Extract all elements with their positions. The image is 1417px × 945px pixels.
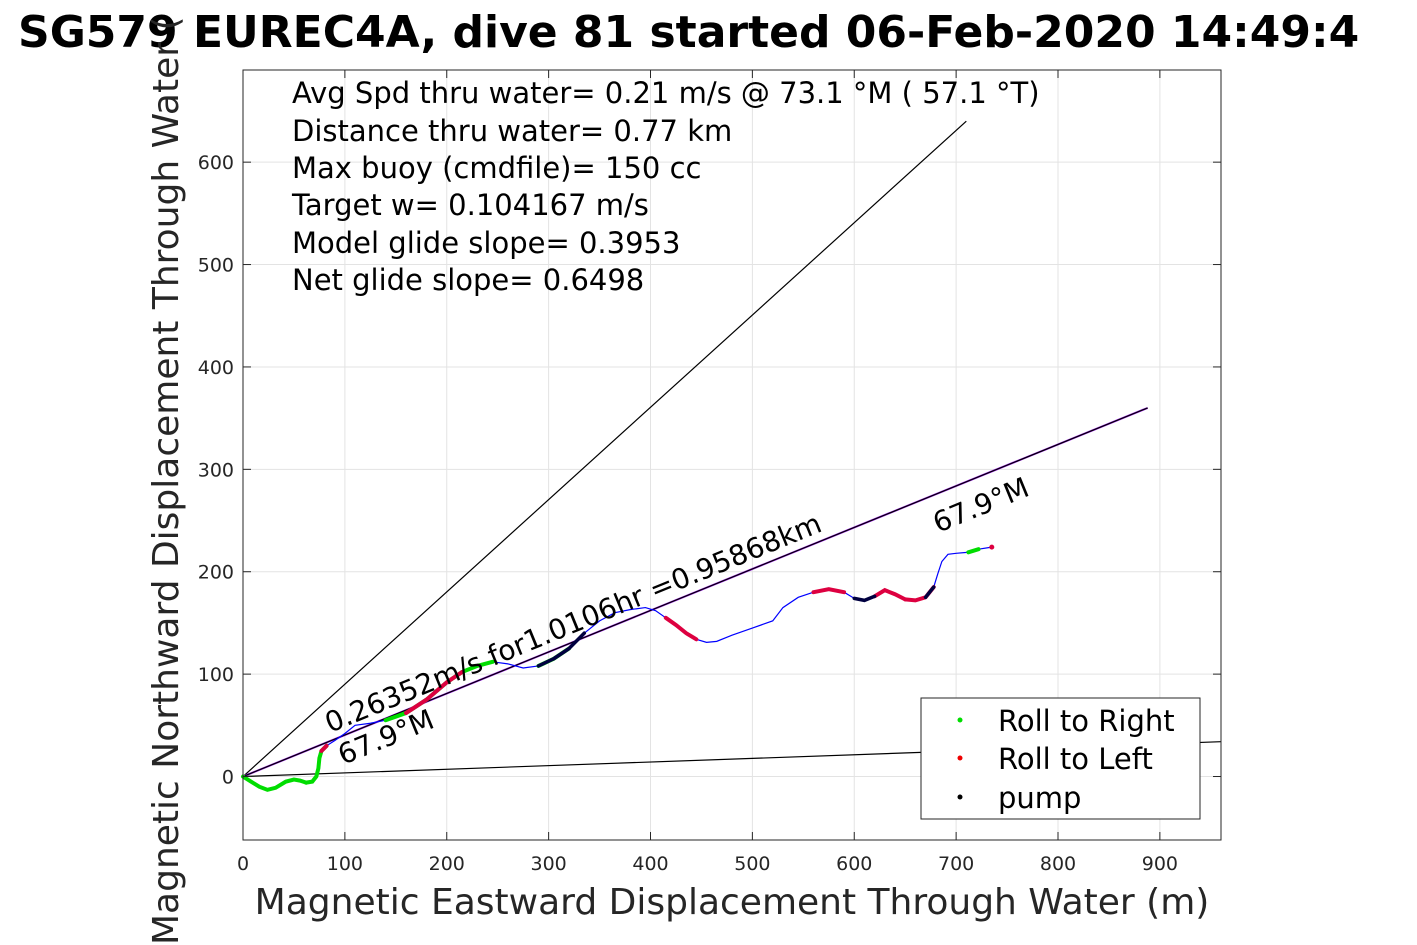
pump-marker: [852, 594, 877, 603]
x-tick-label: 500: [734, 853, 770, 875]
roll-left-marker: [989, 544, 995, 550]
x-tick-label: 300: [530, 853, 566, 875]
legend-marker-roll-left: [957, 755, 963, 761]
stat-target-w: Target w= 0.104167 m/s: [291, 188, 649, 222]
stat-distance: Distance thru water= 0.77 km: [292, 114, 732, 148]
roll-right-marker: [241, 774, 309, 792]
pump-marker: [923, 585, 936, 600]
roll-right-marker: [966, 547, 981, 555]
y-axis-title: Magnetic Northward Displacement Through …: [146, 16, 187, 945]
x-tick-label: 0: [237, 853, 249, 875]
x-tick-label: 600: [836, 853, 872, 875]
x-axis-title: Magnetic Eastward Displacement Through W…: [255, 882, 1210, 923]
stat-avg-speed: Avg Spd thru water= 0.21 m/s @ 73.1 °M (…: [292, 76, 1040, 110]
roll-left-marker: [872, 587, 908, 602]
x-tick-label: 100: [327, 853, 363, 875]
stat-net-glide: Net glide slope= 0.6498: [292, 263, 644, 297]
x-tick-label: 200: [429, 853, 465, 875]
stat-max-buoy: Max buoy (cmdfile)= 150 cc: [292, 151, 701, 185]
legend-label-pump: pump: [998, 781, 1081, 815]
y-tick-label: 200: [198, 562, 234, 584]
x-tick-label: 400: [632, 853, 668, 875]
stat-model-glide: Model glide slope= 0.3953: [292, 226, 680, 260]
ref-line-current-line: [242, 407, 1148, 778]
roll-left-marker: [404, 670, 465, 716]
roll-left-marker: [811, 587, 847, 595]
y-tick-label: 400: [198, 357, 234, 379]
x-tick-label: 800: [1040, 853, 1076, 875]
legend-marker-roll-right: [957, 717, 963, 723]
x-tick-label: 700: [938, 853, 974, 875]
y-tick-label: 500: [198, 255, 234, 277]
stats-block: Avg Spd thru water= 0.21 m/s @ 73.1 °M (…: [291, 76, 1040, 297]
pump-marker: [551, 631, 587, 661]
ref-line-upper-bound: [242, 120, 967, 777]
legend-box: [920, 697, 1201, 820]
roll-left-marker: [663, 615, 699, 642]
y-tick-label: 600: [198, 152, 234, 174]
legend-label-roll-right: Roll to Right: [998, 704, 1175, 738]
x-tick-label: 900: [1142, 853, 1178, 875]
chart-title: SG579 EUREC4A, dive 81 started 06-Feb-20…: [18, 7, 1359, 58]
roll-markers: [241, 544, 995, 792]
y-tick-label: 300: [198, 459, 234, 481]
roll-left-marker: [319, 743, 329, 753]
plot-frame: [242, 69, 1222, 841]
ticks: 0 100 200 300 400 500 600 700 800 900 0 100 200 300 40…: [198, 70, 1221, 875]
legend: Roll to Right Roll to Left pump: [920, 697, 1201, 820]
y-tick-label: 0: [222, 767, 234, 789]
legend-label-roll-left: Roll to Left: [998, 742, 1153, 776]
y-tick-label: 100: [198, 664, 234, 686]
legend-marker-pump: [957, 794, 963, 800]
